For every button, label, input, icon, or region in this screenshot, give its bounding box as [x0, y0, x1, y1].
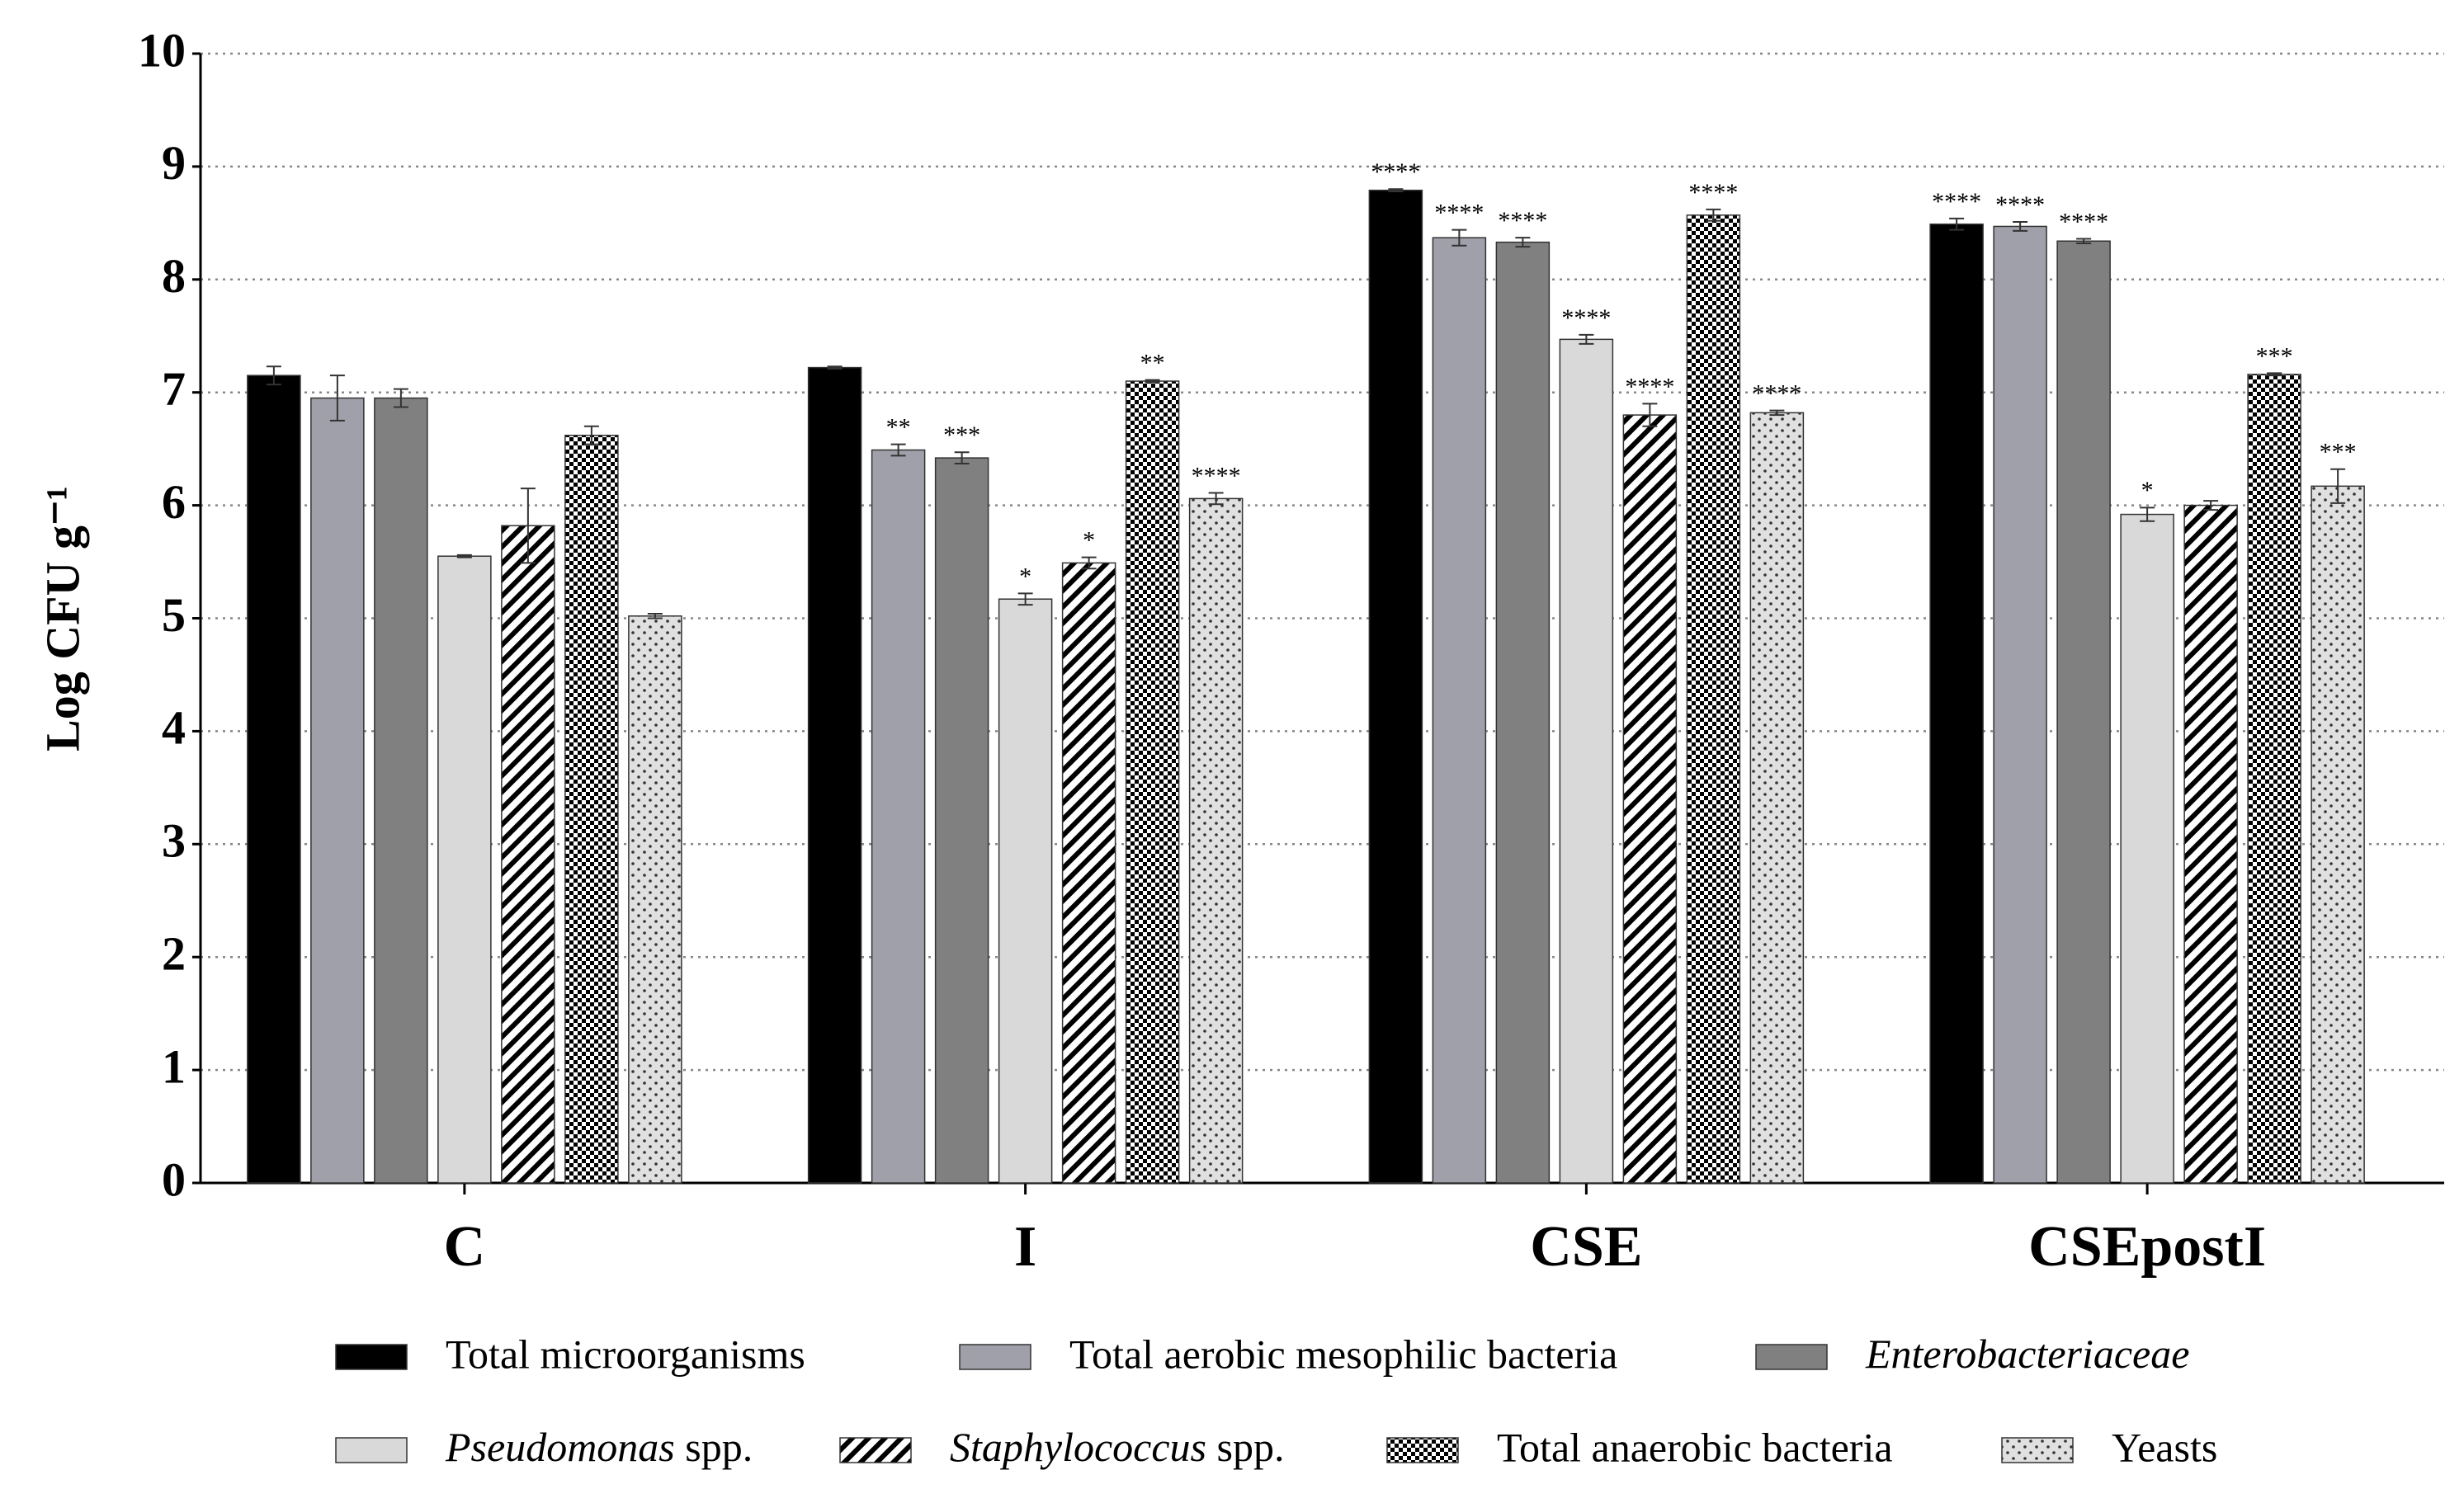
y-tick-label: 1 [162, 1039, 186, 1093]
bar [564, 434, 619, 1184]
significance-label: ** [1140, 350, 1165, 377]
significance-label: **** [1752, 379, 1801, 407]
significance-label: **** [1625, 373, 1674, 400]
x-tick-label: I [1014, 1215, 1036, 1279]
y-tick-label: 2 [162, 927, 186, 981]
bar [628, 615, 682, 1184]
bar [437, 555, 492, 1184]
significance-label: *** [2320, 439, 2357, 466]
significance-label: **** [1561, 304, 1611, 332]
legend-label: Enterobacteriaceae [1865, 1331, 2189, 1377]
bar [501, 525, 555, 1184]
legend-swatch [839, 1437, 912, 1463]
bar [1432, 237, 1487, 1184]
y-tick-label: 4 [162, 701, 186, 755]
y-tick-label: 3 [162, 814, 186, 868]
legend-label: Yeasts [2112, 1424, 2217, 1470]
bar [1125, 380, 1180, 1184]
legend-swatch [959, 1344, 1031, 1370]
bar [2056, 240, 2111, 1184]
y-tick-label: 0 [162, 1152, 186, 1206]
bar [1622, 414, 1678, 1184]
bar [374, 397, 428, 1184]
bar [1368, 189, 1423, 1184]
legend-swatch [335, 1437, 408, 1463]
bar [1061, 562, 1116, 1184]
significance-label: *** [943, 422, 980, 449]
bar [2183, 504, 2238, 1184]
legend-swatch [335, 1344, 408, 1370]
significance-label: ** [886, 414, 911, 441]
significance-label: **** [1192, 462, 1241, 489]
y-tick-label: 9 [162, 136, 186, 190]
legend-label: Total anaerobic bacteria [1497, 1424, 1893, 1470]
significance-label: *** [2256, 342, 2293, 370]
bar [1929, 223, 1984, 1184]
y-tick-label: 6 [162, 475, 186, 529]
legend-label: Total aerobic mesophilic bacteria [1069, 1331, 1617, 1377]
bar [1686, 214, 1741, 1184]
bar [2120, 513, 2174, 1184]
legend-swatch [1755, 1344, 1828, 1370]
x-tick-label: C [444, 1215, 486, 1279]
bar [1749, 412, 1805, 1184]
bar [871, 449, 926, 1184]
significance-label: **** [1498, 207, 1547, 234]
bar [1495, 241, 1551, 1184]
legend-label: Staphylococcus spp. [950, 1424, 1284, 1470]
y-axis-label: Log CFU g⁻¹ [35, 486, 89, 752]
bar [2311, 485, 2365, 1184]
y-tick-label: 5 [162, 588, 186, 642]
bar [247, 375, 301, 1184]
bar [2247, 374, 2301, 1184]
x-tick-label: CSEpostI [2028, 1215, 2266, 1279]
x-tick-label: CSE [1530, 1215, 1642, 1279]
significance-label: * [1083, 526, 1095, 554]
bar [1993, 225, 2047, 1184]
legend-label: Pseudomonas spp. [445, 1424, 753, 1470]
significance-label: * [1019, 563, 1031, 590]
y-tick-label: 10 [138, 23, 186, 77]
bar [807, 366, 862, 1184]
bar [998, 598, 1053, 1184]
significance-label: **** [1932, 188, 1981, 215]
bar [1188, 497, 1244, 1184]
significance-label: * [2141, 477, 2154, 504]
y-tick-label: 8 [162, 249, 186, 303]
significance-label: **** [1434, 199, 1484, 226]
significance-label: **** [1688, 179, 1738, 206]
bar [310, 397, 365, 1184]
significance-label: **** [2059, 208, 2108, 235]
y-tick-label: 7 [162, 362, 186, 416]
bar [1559, 338, 1614, 1184]
legend-swatch [1386, 1437, 1459, 1463]
significance-label: **** [1995, 191, 2045, 219]
legend-swatch [2001, 1437, 2074, 1463]
bar [934, 457, 989, 1184]
legend-label: Total microorganisms [446, 1331, 805, 1377]
significance-label: **** [1371, 158, 1420, 186]
